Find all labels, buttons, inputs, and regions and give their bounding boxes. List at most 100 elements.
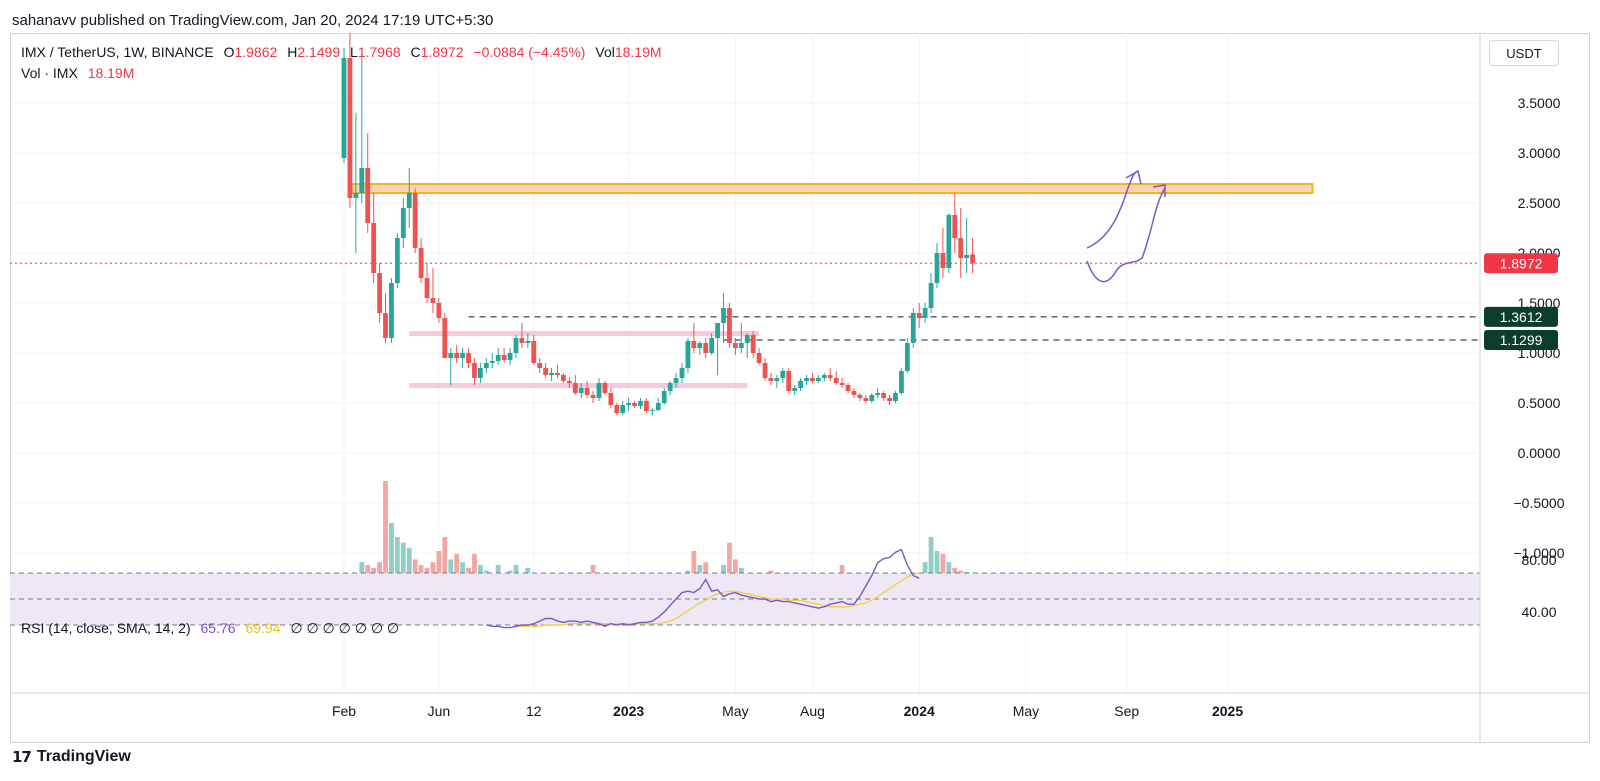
candle-body [549,373,554,375]
candle-body [442,318,448,358]
close-value: 1.8972 [420,44,464,60]
candle-body [857,395,863,398]
tradingview-brand[interactable]: 17 TradingView [12,748,131,766]
price-tick-label: −0.5000 [1514,495,1565,511]
time-tick-label: Aug [800,703,825,719]
candle-body [454,353,460,358]
candle-body [531,341,537,363]
candle-body [774,378,780,381]
candle-body [584,388,590,395]
candle-body [371,223,377,273]
price-tick-label: 0.0000 [1518,445,1561,461]
candle-body [952,215,958,238]
volume-bar [406,548,412,593]
current-price-badge-bg [1484,253,1558,274]
candle-body [418,248,424,278]
low-label: L [350,44,358,60]
level-badge-bg [1484,330,1558,351]
candle-body [792,388,798,391]
candle-body [946,215,952,268]
time-tick-label: 2025 [1212,703,1243,719]
support-bands [409,331,760,388]
candle-body [679,368,685,378]
candle-body [709,338,715,353]
projection-path-up [1086,170,1139,249]
candle-body [341,58,347,158]
candle-body [875,393,881,395]
symbol-title[interactable]: IMX / TetherUS, 1W, BINANCE [21,44,214,60]
candle-body [810,378,815,381]
candle-body [703,343,709,353]
ohlc-legend: IMX / TetherUS, 1W, BINANCE O1.9862 H2.1… [21,44,662,60]
rsi-tick-label: 80.00 [1521,552,1556,568]
candle-body [448,353,454,358]
candle-body [359,168,365,193]
candle-body [816,378,821,381]
axes: 3.50003.00002.50002.00001.50001.00000.50… [10,33,1590,743]
close-label: C [410,44,421,60]
candle-body [406,193,412,208]
publisher-caption: sahanavv published on TradingView.com, J… [12,12,494,29]
candle-body [424,278,430,298]
candle-body [590,395,596,398]
currency-button[interactable]: USDT [1489,40,1559,66]
candle-body [472,363,477,378]
volume-bar [928,537,934,593]
projection-arrowhead [1125,169,1142,185]
rsi-value: 65.76 [200,620,236,636]
volume-bar [394,537,400,593]
time-tick-label: 2023 [613,703,644,719]
candle-body [483,363,489,368]
candle-body [460,353,465,358]
candle-body [412,193,418,248]
candle-body [661,391,667,403]
rsi-legend[interactable]: RSI (14, close, SMA, 14, 2) 65.76 69.94 … [21,620,399,637]
candle-body [845,385,851,391]
candle-body [821,375,827,378]
candle-body [887,398,892,401]
current-price-badge-label: 1.8972 [1500,255,1543,271]
candle-body [721,308,726,323]
candle-body [566,381,572,383]
brand-label: TradingView [36,748,131,765]
candle-body [804,378,809,381]
volume-bar [400,542,406,593]
candle-body [685,341,691,368]
candle-body [525,341,531,343]
candle-body [394,238,400,283]
candle-body [400,208,406,238]
candle-body [922,308,928,318]
volume-bar [383,481,388,593]
candle-body [744,335,750,343]
volume-legend[interactable]: Vol · IMX 18.19M [21,65,134,81]
candle-body [786,371,792,391]
candle-body [756,353,762,363]
candle-body [377,273,382,313]
candle-body [353,193,359,198]
vol-value: 18.19M [614,44,662,60]
support-band [409,331,760,336]
candle-body [863,398,869,401]
projection-arrows [1086,169,1166,283]
candle-body [780,371,786,378]
candle-body [715,323,720,338]
candle-body [910,313,916,343]
candle-body [501,355,507,360]
candle-body [893,393,898,401]
volume-series-label: Vol · IMX [21,65,78,81]
candle-body [732,343,738,348]
chart-canvas[interactable]: 3.50003.00002.50002.00001.50001.00000.50… [10,33,1590,743]
candle-body [436,303,442,318]
candle-body [869,395,875,401]
open-value: 1.9862 [234,44,278,60]
candle-body [389,283,394,338]
candle-body [738,343,744,348]
rsi-sma-line [516,572,920,627]
candle-body [430,298,436,303]
time-tick-label: Feb [332,703,356,719]
price-tick-label: −1.0000 [1514,545,1565,561]
candle-body [697,343,703,348]
candle-body [827,375,833,378]
candle-body [495,355,501,361]
candle-body [513,338,519,353]
